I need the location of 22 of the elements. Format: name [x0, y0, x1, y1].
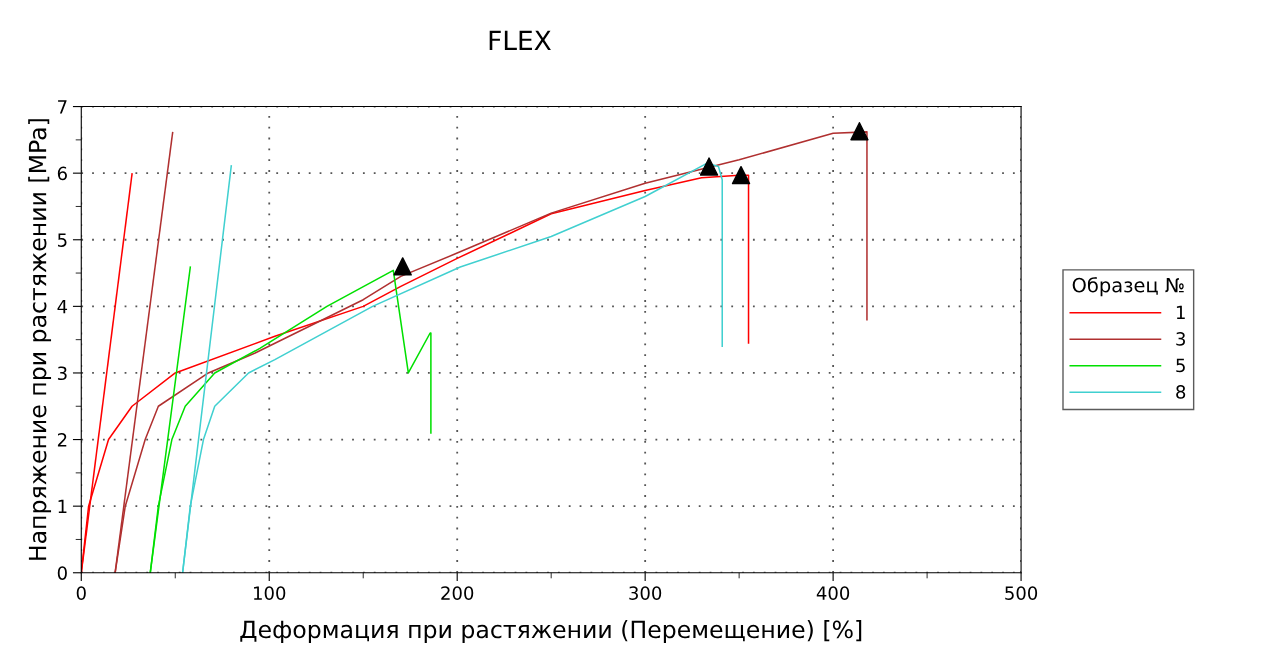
x-tick-label: 200 — [441, 586, 474, 600]
y-tick-label: 0 — [57, 566, 67, 580]
x-axis-title: Деформация при растяжении (Перемещение) [%] — [240, 620, 862, 643]
y-axis-title: Напряжение при растяжении [MPa] — [28, 119, 52, 560]
legend-label: 5 — [1176, 358, 1185, 373]
chart-title: FLEX — [489, 30, 551, 51]
x-tick-label: 300 — [629, 586, 662, 600]
x-tick-label: 400 — [816, 586, 850, 600]
y-tick-label: 6 — [57, 166, 67, 181]
y-tick-label: 2 — [57, 433, 67, 447]
y-tick-label: 5 — [57, 233, 67, 247]
legend-label: 8 — [1176, 385, 1186, 399]
x-tick-label: 500 — [1005, 586, 1038, 600]
y-tick-label: 7 — [58, 100, 67, 114]
y-tick-label: 1 — [58, 499, 67, 514]
x-tick-label: 0 — [76, 586, 86, 600]
legend-label: 1 — [1176, 305, 1185, 319]
y-tick-label: 4 — [57, 300, 68, 314]
legend-label: 3 — [1176, 332, 1185, 346]
y-tick-label: 3 — [57, 366, 67, 381]
legend-title: Образец № — [1072, 277, 1184, 297]
x-tick-label: 100 — [253, 586, 286, 600]
